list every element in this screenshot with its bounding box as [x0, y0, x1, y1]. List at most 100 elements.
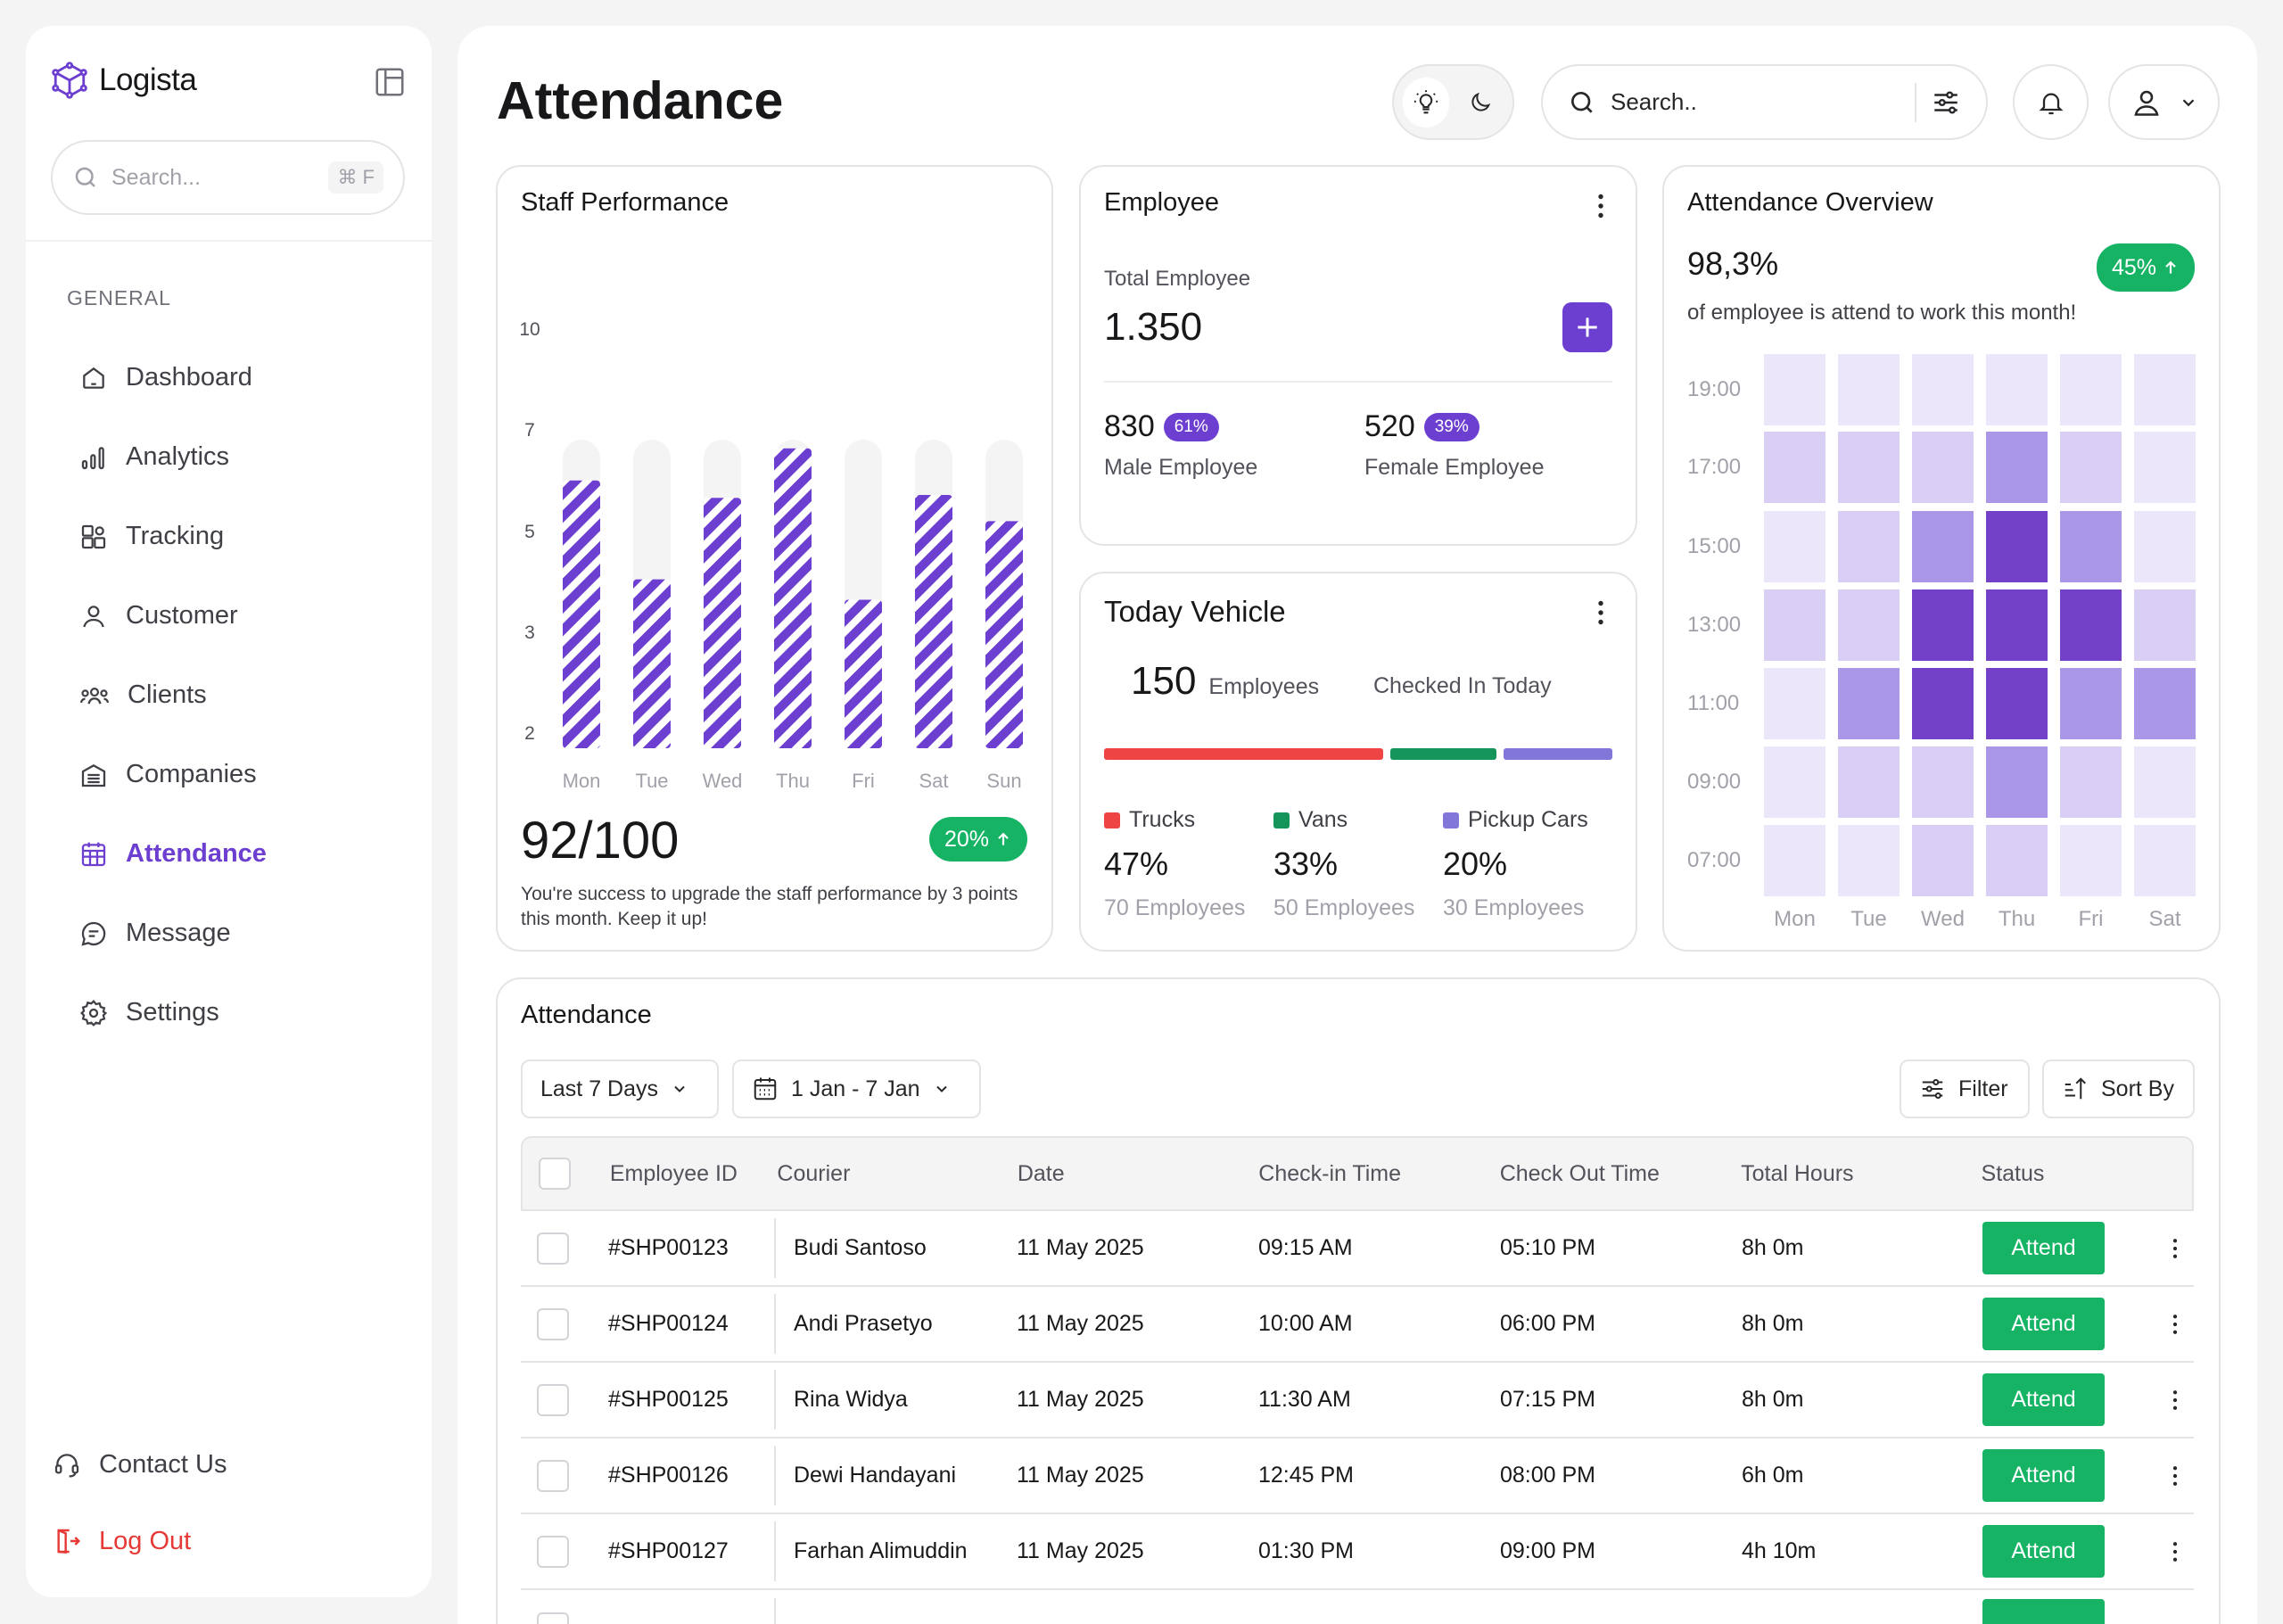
heatmap-cell[interactable] [2134, 746, 2196, 818]
date-range-select[interactable]: 1 Jan - 7 Jan [732, 1059, 981, 1118]
table-row[interactable]: #SHP00125 Rina Widya 11 May 2025 11:30 A… [521, 1363, 2194, 1439]
row-checkbox[interactable] [537, 1307, 569, 1340]
more-vertical-icon[interactable] [2165, 1311, 2185, 1338]
dark-mode-button[interactable] [1458, 78, 1504, 128]
heatmap-cell[interactable] [1838, 668, 1900, 739]
brand-logo[interactable]: Logista [51, 62, 197, 99]
more-vertical-icon[interactable] [1589, 597, 1612, 629]
heatmap-cell[interactable] [2060, 354, 2122, 425]
header-search-input[interactable]: Search.. [1611, 88, 1697, 115]
heatmap-cell[interactable] [1912, 354, 1974, 425]
heatmap-cell[interactable] [1912, 668, 1974, 739]
heatmap-cell[interactable] [1986, 432, 2048, 503]
more-vertical-icon[interactable] [2165, 1538, 2185, 1565]
sliders-icon[interactable] [1931, 87, 1961, 118]
bar-sat[interactable] [915, 495, 952, 748]
column-header[interactable]: Employee ID [609, 1160, 738, 1186]
table-row[interactable] [521, 1590, 2194, 1624]
heatmap-cell[interactable] [1986, 668, 2048, 739]
heatmap-cell[interactable] [2134, 432, 2196, 503]
user-menu-button[interactable] [2108, 64, 2220, 140]
heatmap-cell[interactable] [2134, 354, 2196, 425]
sidebar-item-clients[interactable]: Clients [26, 655, 432, 735]
heatmap-cell[interactable] [1986, 825, 2048, 896]
heatmap-cell[interactable] [1912, 511, 1974, 582]
column-header[interactable]: Date [1017, 1160, 1065, 1186]
filter-button[interactable]: Filter [1900, 1059, 2030, 1118]
heatmap-cell[interactable] [1986, 354, 2048, 425]
heatmap-cell[interactable] [1838, 354, 1900, 425]
sidebar-search[interactable]: Search... ⌘ F [51, 140, 405, 215]
theme-toggle[interactable] [1392, 64, 1514, 140]
table-row[interactable]: #SHP00126 Dewi Handayani 11 May 2025 12:… [521, 1439, 2194, 1514]
heatmap-cell[interactable] [1764, 668, 1826, 739]
sidebar-item-customer[interactable]: Customer [26, 576, 432, 655]
heatmap-cell[interactable] [1764, 432, 1826, 503]
heatmap-cell[interactable] [1838, 825, 1900, 896]
heatmap-cell[interactable] [1986, 589, 2048, 661]
bar-tue[interactable] [633, 579, 671, 748]
heatmap-cell[interactable] [2060, 825, 2122, 896]
bar-wed[interactable] [704, 498, 741, 748]
column-header[interactable]: Status [1981, 1160, 2045, 1186]
column-header[interactable]: Total Hours [1741, 1160, 1854, 1186]
heatmap-cell[interactable] [1838, 589, 1900, 661]
sidebar-item-tracking[interactable]: Tracking [26, 497, 432, 576]
heatmap-cell[interactable] [1986, 746, 2048, 818]
heatmap-cell[interactable] [1912, 432, 1974, 503]
heatmap-cell[interactable] [1764, 354, 1826, 425]
sidebar-toggle-icon[interactable] [373, 65, 407, 99]
heatmap-cell[interactable] [1986, 511, 2048, 582]
heatmap-cell[interactable] [1838, 432, 1900, 503]
bar-mon[interactable] [563, 480, 600, 748]
sidebar-item-message[interactable]: Message [26, 894, 432, 973]
sidebar-item-analytics[interactable]: Analytics [26, 417, 432, 497]
column-header[interactable]: Check Out Time [1499, 1160, 1660, 1186]
bar-sun[interactable] [985, 521, 1023, 748]
heatmap-cell[interactable] [2134, 825, 2196, 896]
more-vertical-icon[interactable] [2165, 1387, 2185, 1414]
heatmap-cell[interactable] [1912, 746, 1974, 818]
range-select[interactable]: Last 7 Days [521, 1059, 719, 1118]
heatmap-cell[interactable] [2060, 432, 2122, 503]
table-row[interactable]: #SHP00124 Andi Prasetyo 11 May 2025 10:0… [521, 1287, 2194, 1363]
bar-thu[interactable] [774, 448, 812, 748]
heatmap-cell[interactable] [2060, 511, 2122, 582]
notifications-button[interactable] [2013, 64, 2089, 140]
heatmap-cell[interactable] [1764, 511, 1826, 582]
sidebar-item-dashboard[interactable]: Dashboard [26, 338, 432, 417]
row-checkbox[interactable] [537, 1612, 569, 1624]
sidebar-item-companies[interactable]: Companies [26, 735, 432, 814]
heatmap-cell[interactable] [1764, 825, 1826, 896]
sidebar-item-settings[interactable]: Settings [26, 973, 432, 1052]
heatmap-cell[interactable] [1764, 746, 1826, 818]
row-checkbox[interactable] [537, 1535, 569, 1568]
heatmap-cell[interactable] [2060, 746, 2122, 818]
add-employee-button[interactable] [1562, 302, 1612, 352]
more-vertical-icon[interactable] [2165, 1235, 2185, 1262]
heatmap-cell[interactable] [2134, 511, 2196, 582]
heatmap-cell[interactable] [2060, 668, 2122, 739]
table-row[interactable]: #SHP00127 Farhan Alimuddin 11 May 2025 0… [521, 1514, 2194, 1590]
sidebar-item-attendance[interactable]: Attendance [26, 814, 432, 894]
more-vertical-icon[interactable] [1589, 190, 1612, 222]
sort-button[interactable]: Sort By [2042, 1059, 2195, 1118]
logout-link[interactable]: Log Out [53, 1503, 227, 1579]
more-vertical-icon[interactable] [2165, 1463, 2185, 1489]
contact-us-link[interactable]: Contact Us [53, 1426, 227, 1503]
heatmap-cell[interactable] [2060, 589, 2122, 661]
heatmap-cell[interactable] [1912, 589, 1974, 661]
heatmap-cell[interactable] [1912, 825, 1974, 896]
column-header[interactable]: Courier [777, 1160, 851, 1186]
row-checkbox[interactable] [537, 1232, 569, 1265]
table-row[interactable]: #SHP00123 Budi Santoso 11 May 2025 09:15… [521, 1211, 2194, 1287]
heatmap-cell[interactable] [2134, 668, 2196, 739]
heatmap-cell[interactable] [1838, 746, 1900, 818]
row-checkbox[interactable] [537, 1459, 569, 1492]
light-mode-button[interactable] [1403, 77, 1449, 128]
row-checkbox[interactable] [537, 1383, 569, 1416]
select-all-checkbox[interactable] [539, 1158, 571, 1190]
bar-fri[interactable] [845, 599, 882, 748]
header-search[interactable]: Search.. [1541, 64, 1988, 140]
column-header[interactable]: Check-in Time [1258, 1160, 1402, 1186]
